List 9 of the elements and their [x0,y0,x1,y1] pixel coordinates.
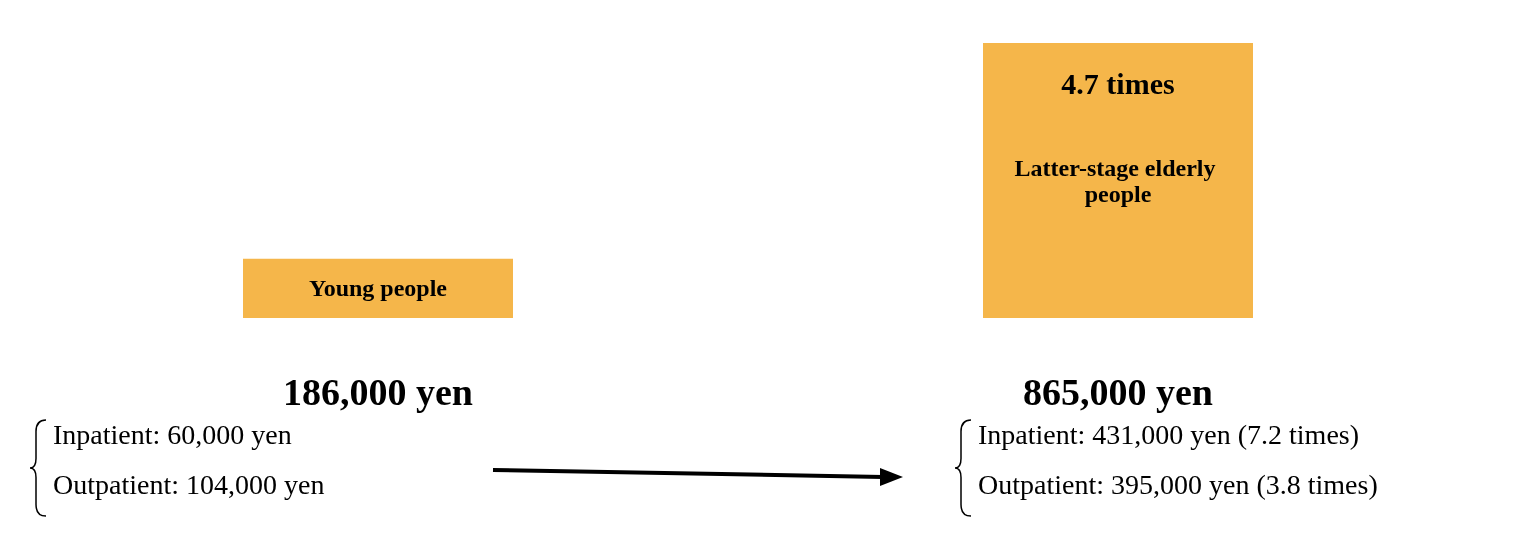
data-label: 865,000 yen [1023,371,1213,413]
text: Inpatient: 60,000 yen [53,418,292,450]
text: Outpatient: 104,000 yen [53,468,325,500]
x-tick-label: Latter-stage elderly people [1014,154,1222,207]
text: Inpatient: 431,000 yen (7.2 times) [978,418,1360,450]
text: Outpatient: 395,000 yen (3.8 times) [978,468,1378,500]
data-label: 186,000 yen [283,371,473,413]
annotation: 4.7 times [1061,67,1175,100]
x-tick-label: Young people [308,275,448,302]
